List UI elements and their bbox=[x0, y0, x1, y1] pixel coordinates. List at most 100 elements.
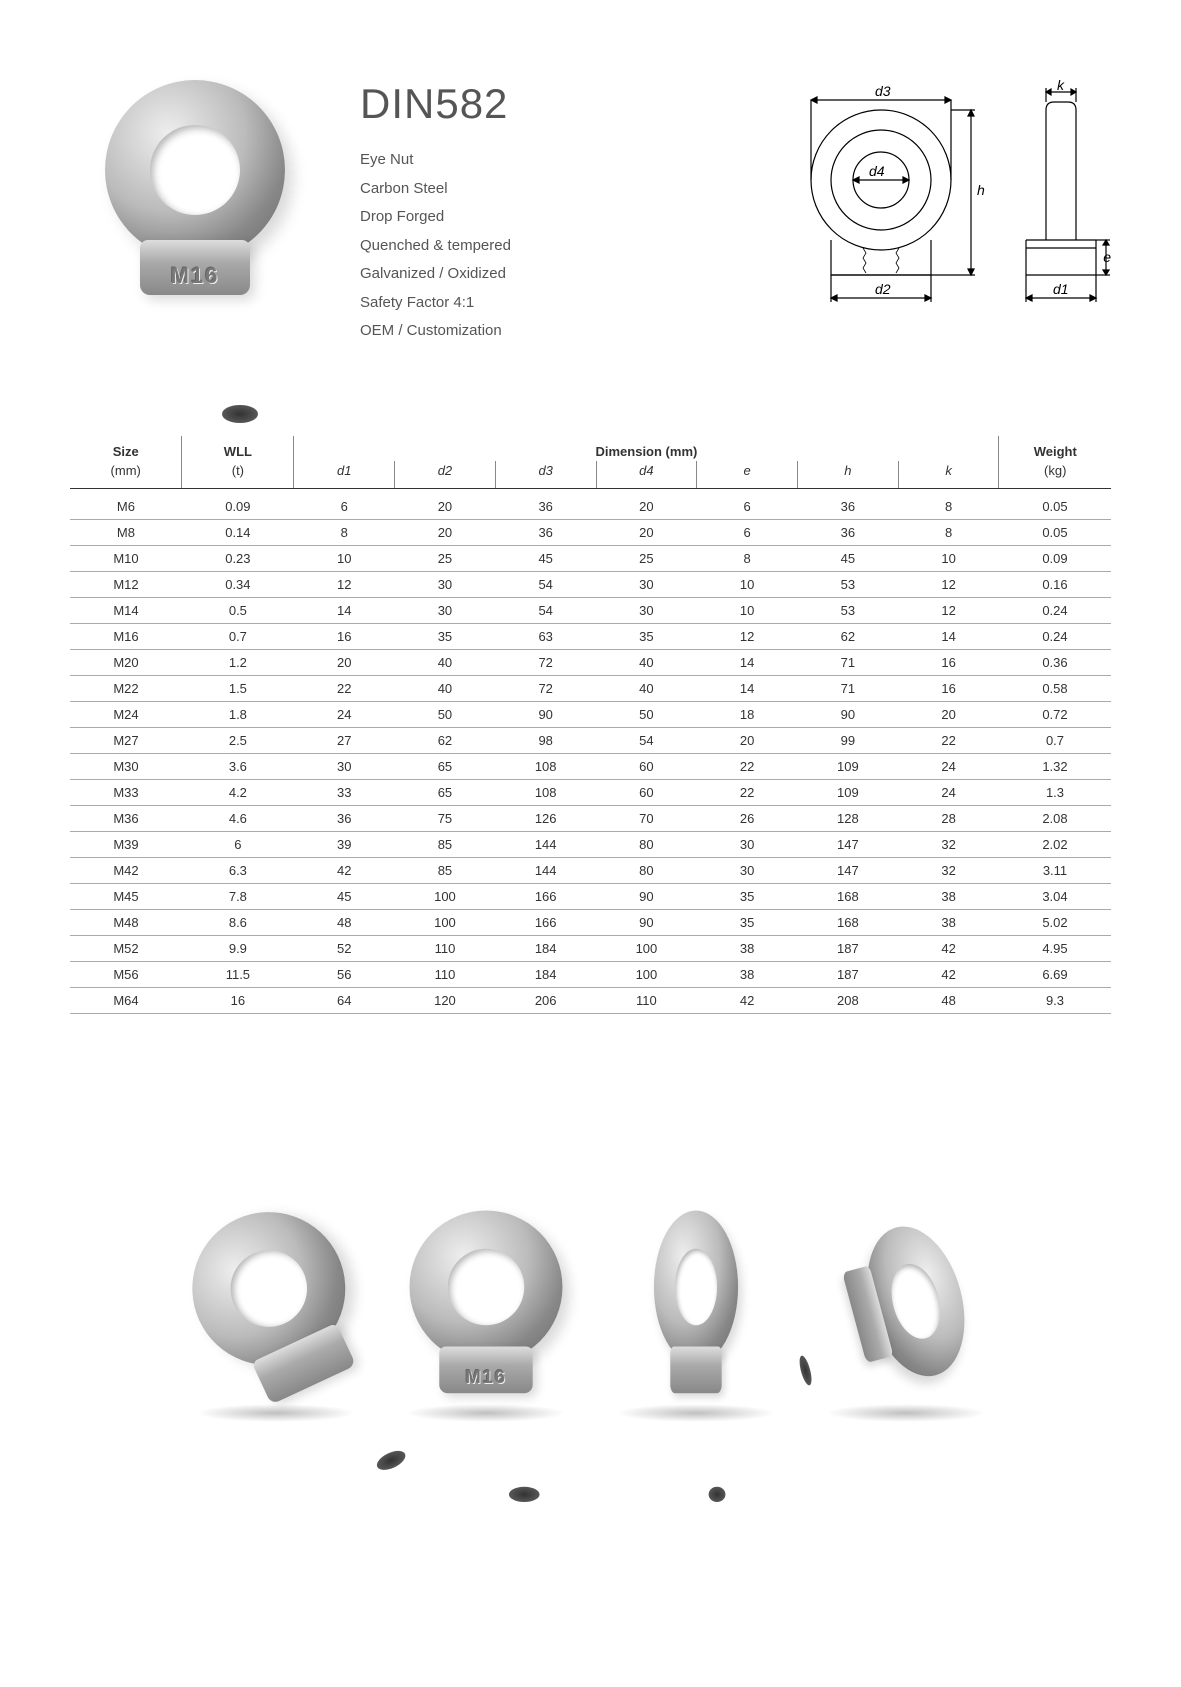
table-cell: 24 bbox=[898, 779, 999, 805]
table-row: M80.14820362063680.05 bbox=[70, 519, 1111, 545]
table-cell: M33 bbox=[70, 779, 182, 805]
table-cell: 0.05 bbox=[999, 488, 1111, 519]
table-cell: 64 bbox=[294, 987, 395, 1013]
table-cell: 99 bbox=[798, 727, 899, 753]
diagram-label-k: k bbox=[1057, 80, 1065, 93]
table-cell: 184 bbox=[495, 935, 596, 961]
table-cell: 144 bbox=[495, 857, 596, 883]
table-cell: 10 bbox=[294, 545, 395, 571]
gallery-item bbox=[596, 1194, 796, 1414]
table-cell: 63 bbox=[495, 623, 596, 649]
table-cell: 1.8 bbox=[182, 701, 294, 727]
table-cell: 0.34 bbox=[182, 571, 294, 597]
table-cell: 3.11 bbox=[999, 857, 1111, 883]
col-wll: WLL bbox=[182, 436, 294, 461]
table-cell: M12 bbox=[70, 571, 182, 597]
table-cell: 100 bbox=[596, 935, 697, 961]
diagram-svg: d3 d4 d2 h k e d1 bbox=[771, 80, 1111, 310]
table-cell: 100 bbox=[395, 883, 496, 909]
table-cell: 0.24 bbox=[999, 597, 1111, 623]
attribute-item: Quenched & tempered bbox=[360, 232, 741, 261]
col-d2: d2 bbox=[395, 461, 496, 489]
table-row: M100.2310254525845100.09 bbox=[70, 545, 1111, 571]
attribute-item: Carbon Steel bbox=[360, 175, 741, 204]
table-cell: 26 bbox=[697, 805, 798, 831]
table-cell: 100 bbox=[395, 909, 496, 935]
table-cell: M20 bbox=[70, 649, 182, 675]
table-row: M364.636751267026128282.08 bbox=[70, 805, 1111, 831]
table-cell: 20 bbox=[395, 519, 496, 545]
table-cell: 75 bbox=[395, 805, 496, 831]
table-cell: 30 bbox=[395, 571, 496, 597]
table-cell: 18 bbox=[697, 701, 798, 727]
table-cell: M39 bbox=[70, 831, 182, 857]
diagram-label-d3: d3 bbox=[875, 83, 891, 99]
table-cell: 8 bbox=[294, 519, 395, 545]
table-cell: 72 bbox=[495, 675, 596, 701]
table-cell: 71 bbox=[798, 649, 899, 675]
table-cell: M10 bbox=[70, 545, 182, 571]
attribute-item: Safety Factor 4:1 bbox=[360, 289, 741, 318]
table-cell: 52 bbox=[294, 935, 395, 961]
table-cell: M14 bbox=[70, 597, 182, 623]
table-cell: 54 bbox=[495, 597, 596, 623]
table-cell: 0.7 bbox=[999, 727, 1111, 753]
table-cell: 16 bbox=[182, 987, 294, 1013]
table-cell: 147 bbox=[798, 831, 899, 857]
table-cell: 3.04 bbox=[999, 883, 1111, 909]
table-cell: 0.72 bbox=[999, 701, 1111, 727]
table-cell: 25 bbox=[596, 545, 697, 571]
table-cell: 38 bbox=[697, 961, 798, 987]
gallery-item bbox=[176, 1194, 376, 1414]
table-cell: M6 bbox=[70, 488, 182, 519]
table-cell: 12 bbox=[697, 623, 798, 649]
table-cell: 8 bbox=[697, 545, 798, 571]
table-cell: 90 bbox=[596, 883, 697, 909]
table-cell: 45 bbox=[495, 545, 596, 571]
col-k: k bbox=[898, 461, 999, 489]
table-cell: 0.23 bbox=[182, 545, 294, 571]
table-cell: 9.9 bbox=[182, 935, 294, 961]
table-cell: 0.36 bbox=[999, 649, 1111, 675]
table-cell: 36 bbox=[798, 519, 899, 545]
table-cell: 108 bbox=[495, 753, 596, 779]
table-cell: 2.08 bbox=[999, 805, 1111, 831]
attribute-item: Galvanized / Oxidized bbox=[360, 260, 741, 289]
table-cell: 110 bbox=[395, 935, 496, 961]
table-row: M334.233651086022109241.3 bbox=[70, 779, 1111, 805]
table-cell: 0.09 bbox=[182, 488, 294, 519]
table-cell: 7.8 bbox=[182, 883, 294, 909]
table-cell: 42 bbox=[898, 935, 999, 961]
table-cell: 38 bbox=[898, 909, 999, 935]
table-cell: 45 bbox=[294, 883, 395, 909]
table-cell: 24 bbox=[898, 753, 999, 779]
table-cell: 2.02 bbox=[999, 831, 1111, 857]
table-cell: 36 bbox=[495, 488, 596, 519]
table-cell: 22 bbox=[898, 727, 999, 753]
table-cell: 2.5 bbox=[182, 727, 294, 753]
table-cell: M22 bbox=[70, 675, 182, 701]
table-cell: 90 bbox=[596, 909, 697, 935]
table-cell: 10 bbox=[697, 571, 798, 597]
diagram-label-d1: d1 bbox=[1053, 281, 1069, 297]
table-body: M60.09620362063680.05M80.14820362063680.… bbox=[70, 488, 1111, 1013]
product-code: DIN582 bbox=[360, 80, 741, 128]
table-cell: M52 bbox=[70, 935, 182, 961]
table-cell: 16 bbox=[294, 623, 395, 649]
table-cell: 1.2 bbox=[182, 649, 294, 675]
table-cell: 206 bbox=[495, 987, 596, 1013]
table-row: M488.6481001669035168385.02 bbox=[70, 909, 1111, 935]
table-cell: M36 bbox=[70, 805, 182, 831]
table-cell: 45 bbox=[798, 545, 899, 571]
photo-size-label: M16 bbox=[140, 263, 250, 289]
col-h: h bbox=[798, 461, 899, 489]
table-cell: 208 bbox=[798, 987, 899, 1013]
table-cell: 42 bbox=[294, 857, 395, 883]
table-cell: M56 bbox=[70, 961, 182, 987]
table-cell: 0.58 bbox=[999, 675, 1111, 701]
table-row: M160.7163563351262140.24 bbox=[70, 623, 1111, 649]
attribute-item: Drop Forged bbox=[360, 203, 741, 232]
table-row: M426.342851448030147323.11 bbox=[70, 857, 1111, 883]
table-cell: 30 bbox=[596, 597, 697, 623]
table-cell: 42 bbox=[898, 961, 999, 987]
